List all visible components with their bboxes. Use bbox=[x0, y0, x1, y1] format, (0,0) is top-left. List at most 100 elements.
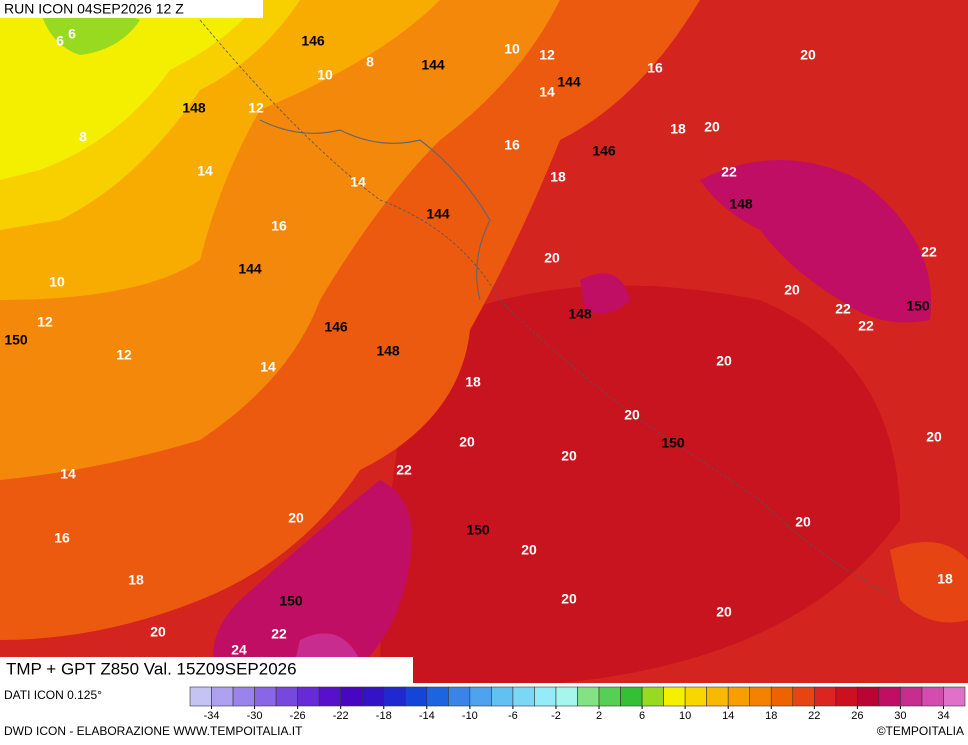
geopotential-label: 144 bbox=[426, 206, 450, 222]
temperature-label: 16 bbox=[271, 218, 287, 234]
colorbar-swatch bbox=[857, 686, 880, 707]
temperature-label: 20 bbox=[784, 282, 800, 298]
map-field bbox=[0, 0, 968, 683]
geopotential-label: 144 bbox=[557, 74, 581, 90]
temperature-label: 20 bbox=[521, 542, 537, 558]
colorbar-tick-label: -30 bbox=[247, 710, 263, 722]
temperature-label: 8 bbox=[79, 129, 87, 145]
temperature-label: 20 bbox=[704, 119, 720, 135]
temperature-label: 20 bbox=[716, 604, 732, 620]
temperature-label: 16 bbox=[504, 137, 520, 153]
colorbar-swatch bbox=[814, 686, 837, 707]
colorbar-swatch bbox=[620, 686, 643, 707]
temperature-label: 14 bbox=[539, 84, 555, 100]
geopotential-label: 148 bbox=[568, 306, 592, 322]
temperature-label: 14 bbox=[350, 174, 366, 190]
temperature-label: 12 bbox=[116, 347, 132, 363]
geopotential-label: 146 bbox=[324, 319, 348, 335]
temperature-label: 20 bbox=[459, 434, 475, 450]
temperature-label: 10 bbox=[49, 274, 65, 290]
colorbar-tick-label: -22 bbox=[333, 710, 349, 722]
temperature-label: 16 bbox=[54, 530, 70, 546]
colorbar-swatch bbox=[361, 686, 385, 707]
temperature-label: 18 bbox=[670, 121, 686, 137]
colorbar-tick-label: 34 bbox=[937, 710, 949, 722]
temperature-label: 18 bbox=[937, 571, 953, 587]
temperature-label: 18 bbox=[128, 572, 144, 588]
temperature-label: 22 bbox=[721, 164, 737, 180]
geopotential-label: 146 bbox=[592, 143, 616, 159]
colorbar-swatch bbox=[663, 686, 686, 707]
temperature-label: 22 bbox=[921, 244, 937, 260]
colorbar-swatch bbox=[749, 686, 772, 707]
colorbar-swatch bbox=[491, 686, 514, 707]
temperature-label: 20 bbox=[716, 353, 732, 369]
colorbar-swatch bbox=[943, 686, 966, 707]
temperature-label: 16 bbox=[647, 60, 663, 76]
colorbar-swatch bbox=[297, 686, 320, 707]
product-box bbox=[0, 657, 413, 683]
colorbar-tick-label: 14 bbox=[722, 710, 734, 722]
temperature-label: 12 bbox=[539, 47, 555, 63]
colorbar-tick-label: -10 bbox=[462, 710, 478, 722]
temperature-label: 22 bbox=[271, 626, 287, 642]
colorbar-swatch bbox=[448, 686, 471, 707]
colorbar-swatch bbox=[921, 686, 944, 707]
colorbar-swatch bbox=[878, 686, 901, 707]
temperature-label: 20 bbox=[544, 250, 560, 266]
temperature-label: 20 bbox=[288, 510, 304, 526]
colorbar-tick-label: -14 bbox=[419, 710, 435, 722]
colorbar-tick-label: 26 bbox=[851, 710, 863, 722]
colorbar-swatch bbox=[404, 686, 428, 707]
temperature-label: 24 bbox=[231, 642, 247, 658]
colorbar-swatch bbox=[340, 686, 363, 707]
colorbar-swatch bbox=[706, 686, 729, 707]
temperature-label: 8 bbox=[366, 54, 374, 70]
colorbar-swatch bbox=[900, 686, 923, 707]
colorbar-swatch bbox=[232, 686, 255, 707]
geopotential-label: 150 bbox=[279, 593, 303, 609]
colorbar-tick-label: 22 bbox=[808, 710, 820, 722]
temperature-label: 20 bbox=[561, 448, 577, 464]
temperature-label: 10 bbox=[317, 67, 333, 83]
temperature-label: 18 bbox=[465, 374, 481, 390]
colorbar-tick-label: -18 bbox=[376, 710, 392, 722]
colorbar-swatch bbox=[469, 686, 492, 707]
geopotential-label: 150 bbox=[4, 332, 28, 348]
temperature-label: 22 bbox=[858, 318, 874, 334]
temperature-label: 14 bbox=[260, 359, 276, 375]
geopotential-label: 148 bbox=[729, 196, 753, 212]
colorbar-swatch bbox=[555, 686, 578, 707]
colorbar-swatch bbox=[426, 686, 449, 707]
temperature-label: 10 bbox=[504, 41, 520, 57]
colorbar-tick-label: 6 bbox=[639, 710, 645, 722]
colorbar-tick-label: 10 bbox=[679, 710, 691, 722]
geopotential-label: 144 bbox=[421, 57, 445, 73]
colorbar-swatch bbox=[684, 686, 707, 707]
data-source: DATI ICON 0.125° bbox=[4, 688, 102, 702]
temperature-label: 12 bbox=[248, 100, 264, 116]
geopotential-label: 148 bbox=[182, 100, 206, 116]
header-box bbox=[0, 0, 263, 18]
geopotential-label: 146 bbox=[301, 33, 325, 49]
colorbar-tick-label: 30 bbox=[894, 710, 906, 722]
colorbar-swatch bbox=[254, 686, 277, 707]
colorbar-swatch bbox=[383, 686, 406, 707]
colorbar-tick-label: 18 bbox=[765, 710, 777, 722]
temperature-label: 14 bbox=[60, 466, 76, 482]
temperature-label: 18 bbox=[550, 169, 566, 185]
colorbar-swatch bbox=[641, 686, 664, 707]
temperature-label: 12 bbox=[37, 314, 53, 330]
colorbar-tick-label: -2 bbox=[551, 710, 561, 722]
temperature-label: 20 bbox=[795, 514, 811, 530]
product-title: TMP + GPT Z850 Val. 15Z09SEP2026 bbox=[6, 659, 297, 678]
colorbar-swatch bbox=[512, 686, 535, 707]
colorbar: -34 -30 -26 -22 -18 -14 -10 -6 -2 2 6 10 14 18 22 26 30 3… bbox=[189, 686, 966, 722]
temperature-label: 6 bbox=[68, 26, 76, 42]
geopotential-label: 148 bbox=[376, 343, 400, 359]
geopotential-label: 144 bbox=[238, 261, 262, 277]
colorbar-tick-label: -34 bbox=[204, 710, 220, 722]
temperature-label: 20 bbox=[800, 47, 816, 63]
temperature-label: 22 bbox=[396, 462, 412, 478]
